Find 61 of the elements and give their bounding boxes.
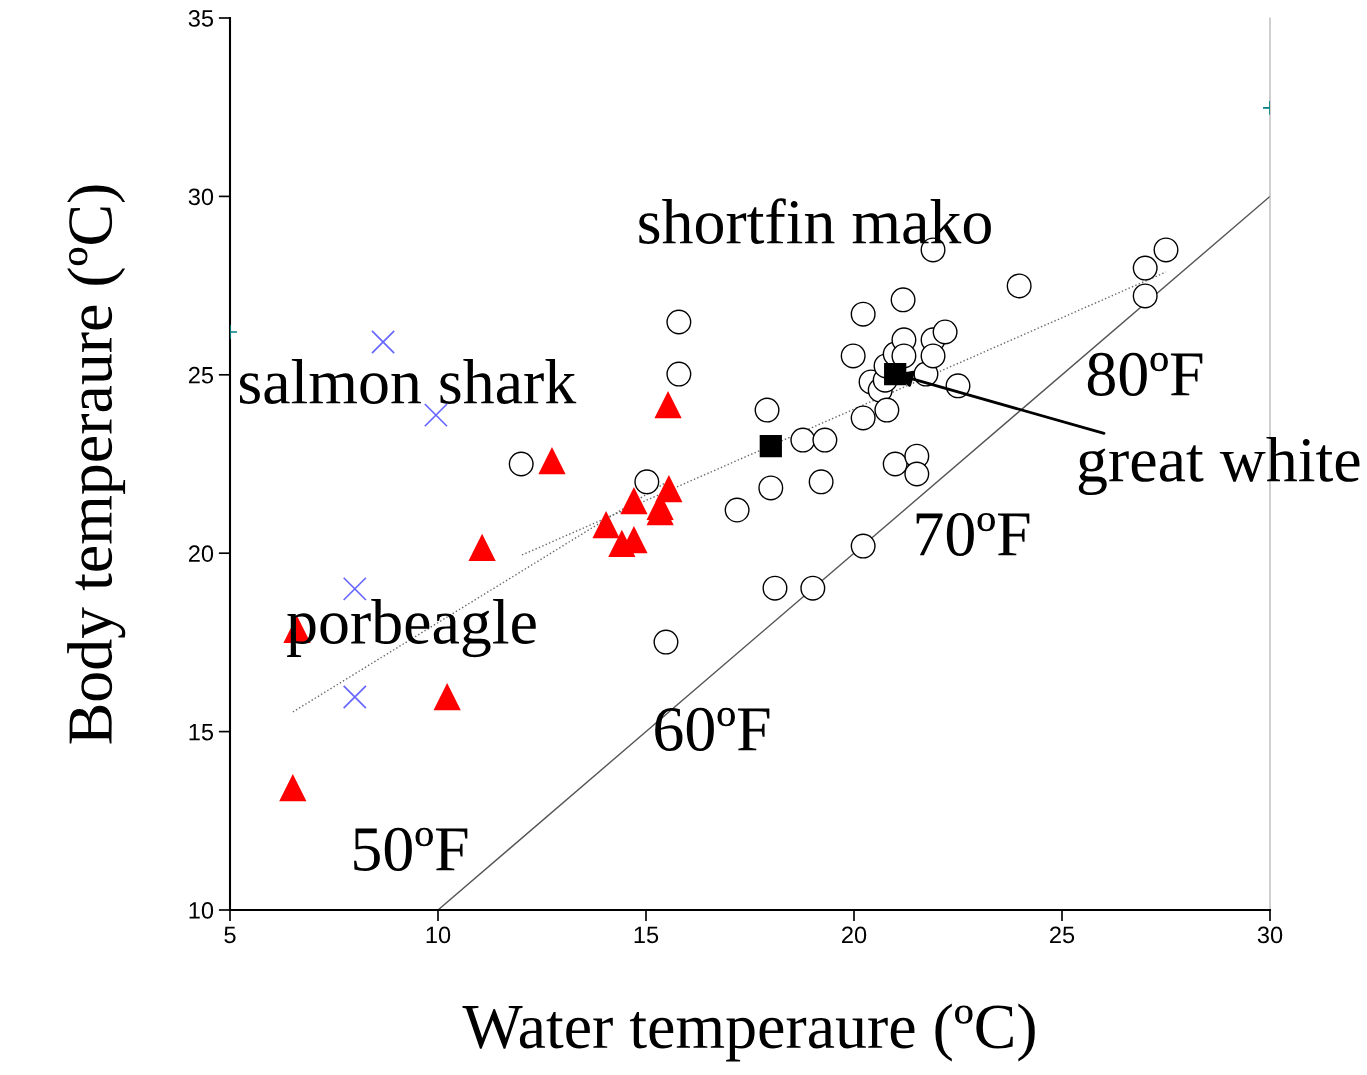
x-tick-label: 20 [842,926,867,944]
point [762,575,788,601]
point [850,405,876,431]
point [1132,283,1158,309]
point [279,774,307,802]
x-tick-label: 15 [634,926,659,944]
point [800,575,826,601]
point [1153,237,1179,263]
point [920,343,946,369]
point [932,319,958,345]
point [423,403,448,428]
annotation: 50ºF [354,827,468,871]
point [634,469,660,495]
annotation: salmon shark [239,359,577,404]
point [882,451,908,477]
point [666,361,692,387]
x-tick-label: 10 [426,926,451,944]
x-tick-label: 25 [1050,926,1075,944]
point [850,533,876,559]
point [808,469,834,495]
point [508,451,534,477]
point [666,309,692,335]
point [654,391,682,419]
point [653,629,679,655]
point [759,435,782,458]
point [754,397,780,423]
y-tick-label: 25 [188,366,214,384]
point [758,475,784,501]
point [812,427,838,453]
annotation: 70ºF [916,512,1030,556]
y-tick-label: 35 [188,10,214,27]
point [904,461,930,487]
point [874,397,900,423]
x-tick-label: 30 [1257,926,1283,944]
x-tick-label: 5 [224,926,236,944]
annotation: 60ºF [655,707,770,751]
y-tick-label: 30 [188,188,214,206]
point [1132,255,1158,281]
point [468,534,496,562]
point [371,330,396,354]
annotation: 80ºF [1087,352,1203,396]
y-axis-title: Body temperaure (ºC) [67,185,126,744]
y-tick-label: 20 [188,545,214,562]
point [890,287,916,313]
point [342,576,367,601]
y-tick-label: 10 [189,902,214,919]
point [840,343,866,369]
point [1006,273,1032,299]
point [342,685,367,709]
point [790,427,816,453]
annotation: great white [1078,436,1360,496]
y-tick-label: 15 [189,723,214,741]
point [891,343,917,369]
point [850,301,876,327]
point [592,511,620,539]
annotation: shortfin mako [639,198,991,244]
point [433,683,461,711]
point [620,487,648,515]
x-axis-title: Water temperaure (ºC) [462,1003,1035,1062]
point [538,447,566,475]
point [724,497,750,523]
